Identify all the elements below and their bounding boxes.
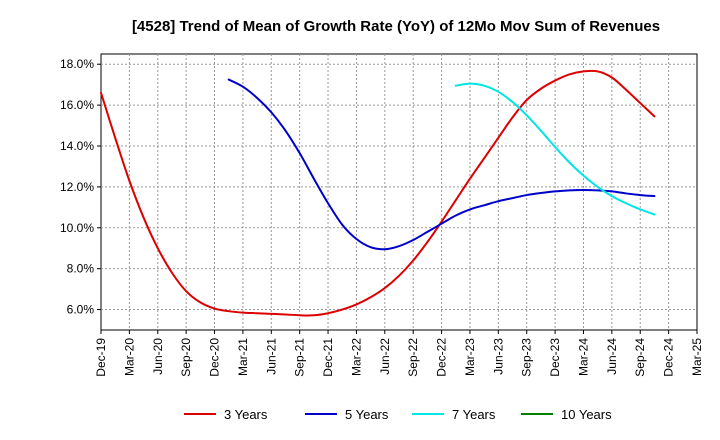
x-tick-label: Dec-19 [94, 338, 108, 377]
x-tick-label: Sep-22 [406, 338, 420, 377]
series-line-5-years [227, 78, 656, 251]
x-tick-label: Sep-20 [179, 338, 193, 377]
legend-label-3-years: 3 Years [224, 407, 268, 422]
x-tick-label: Jun-24 [605, 338, 619, 375]
plot-frame [100, 53, 698, 331]
x-tick-label: Dec-23 [548, 338, 562, 377]
legend-label-7-years: 7 Years [452, 407, 496, 422]
x-tick-label: Dec-22 [435, 338, 449, 377]
x-tick-label: Jun-22 [378, 338, 392, 375]
x-tick-label: Mar-21 [236, 338, 250, 376]
x-tick-label: Jun-21 [264, 338, 278, 375]
y-tick-label: 12.0% [60, 180, 94, 194]
y-tick-label: 8.0% [67, 262, 95, 276]
chart-title: [4528] Trend of Mean of Growth Rate (YoY… [132, 18, 660, 35]
x-tick-label: Dec-24 [662, 338, 676, 377]
series-line-3-years [100, 69, 656, 317]
grid-lines [101, 54, 697, 330]
x-tick-label: Mar-24 [576, 338, 590, 376]
x-tick-label: Mar-20 [122, 338, 136, 376]
y-tick-label: 16.0% [60, 98, 94, 112]
x-tick-label: Mar-22 [349, 338, 363, 376]
y-tick-label: 18.0% [60, 57, 94, 71]
legend-label-5-years: 5 Years [345, 407, 389, 422]
series-lines [100, 69, 656, 317]
y-axis-ticks: 6.0% 8.0% 10.0% 12.0% 14.0% 16.0% 18.0% [60, 57, 101, 317]
x-axis-ticks: Dec-19 Mar-20 Jun-20 Sep-20 Dec-20 Mar-21 Jun-… [94, 330, 704, 377]
y-tick-label: 10.0% [60, 221, 94, 235]
x-tick-label: Jun-20 [151, 338, 165, 375]
x-tick-label: Mar-23 [463, 338, 477, 376]
x-tick-label: Sep-23 [520, 338, 534, 377]
x-tick-label: Dec-21 [321, 338, 335, 377]
x-tick-label: Jun-23 [491, 338, 505, 375]
x-tick-label: Dec-20 [208, 338, 222, 377]
x-tick-label: Mar-25 [690, 338, 704, 376]
x-tick-label: Sep-24 [633, 338, 647, 377]
y-tick-label: 6.0% [67, 303, 95, 317]
y-tick-label: 14.0% [60, 139, 94, 153]
x-tick-label: Sep-21 [293, 338, 307, 377]
series-line-7-years [454, 82, 656, 216]
legend: 3 Years 5 Years 7 Years 10 Years [184, 407, 612, 422]
legend-label-10-years: 10 Years [561, 407, 612, 422]
